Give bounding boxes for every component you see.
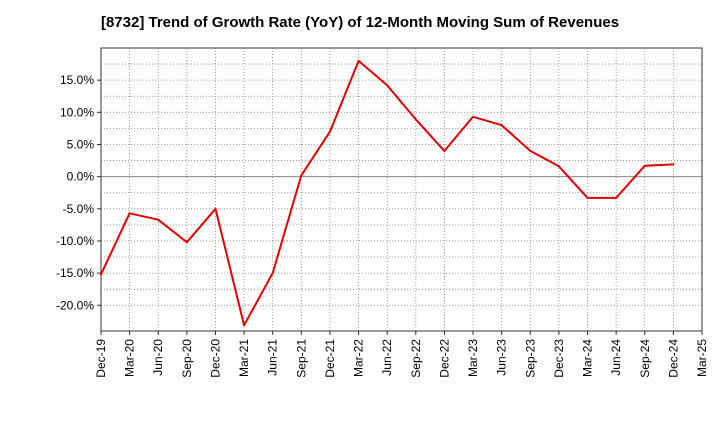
y-tick-label: -5.0%: [63, 202, 95, 216]
data-point: [443, 149, 446, 152]
data-point: [386, 84, 389, 87]
x-tick-label: Dec-24: [666, 339, 680, 378]
x-tick-label: Mar-20: [123, 339, 137, 377]
plot-area: [101, 48, 702, 331]
data-point: [271, 272, 274, 275]
data-point: [128, 212, 131, 215]
data-point: [472, 115, 475, 118]
data-point: [615, 196, 618, 199]
data-point: [672, 163, 675, 166]
y-tick-label: 0.0%: [67, 170, 95, 184]
data-point: [557, 165, 560, 168]
x-tick-label: Jun-20: [151, 339, 165, 376]
data-point: [157, 218, 160, 221]
x-tick-label: Jun-24: [609, 339, 623, 376]
data-point: [243, 324, 246, 327]
x-tick-label: Jun-21: [266, 339, 280, 376]
x-tick-label: Dec-22: [437, 339, 451, 378]
x-tick-label: Sep-21: [294, 339, 308, 378]
x-tick-label: Sep-20: [180, 339, 194, 378]
y-tick-label: 5.0%: [67, 137, 95, 151]
y-tick-label: -15.0%: [56, 266, 94, 280]
x-tick-label: Mar-23: [466, 339, 480, 377]
x-tick-label: Mar-21: [237, 339, 251, 377]
x-tick-label: Dec-20: [208, 339, 222, 378]
x-tick-label: Dec-21: [323, 339, 337, 378]
plot-border: [100, 47, 703, 332]
x-tick-label: Jun-22: [380, 339, 394, 376]
data-point: [185, 241, 188, 244]
x-tick-label: Mar-24: [581, 339, 595, 377]
y-tick-label: 10.0%: [60, 105, 94, 119]
data-point: [500, 124, 503, 127]
x-tick-label: Sep-23: [523, 339, 537, 378]
data-point: [414, 118, 417, 121]
chart-title: [8732] Trend of Growth Rate (YoY) of 12-…: [100, 14, 620, 31]
data-point: [586, 196, 589, 199]
x-tick-label: Jun-23: [495, 339, 509, 376]
x-tick-label: Mar-25: [695, 339, 709, 377]
data-point: [100, 273, 102, 276]
data-point: [328, 130, 331, 133]
x-tick-label: Sep-22: [409, 339, 423, 378]
data-point: [643, 164, 646, 167]
x-tick-label: Sep-24: [638, 339, 652, 378]
y-tick-label: -20.0%: [56, 298, 94, 312]
x-tick-label: Dec-19: [94, 339, 108, 378]
data-point: [300, 174, 303, 177]
data-point: [357, 59, 360, 62]
x-tick-label: Mar-22: [352, 339, 366, 377]
x-tick-label: Dec-23: [552, 339, 566, 378]
data-point: [214, 207, 217, 210]
data-point: [529, 149, 532, 152]
y-tick-label: -10.0%: [56, 234, 94, 248]
y-tick-label: 15.0%: [60, 73, 94, 87]
